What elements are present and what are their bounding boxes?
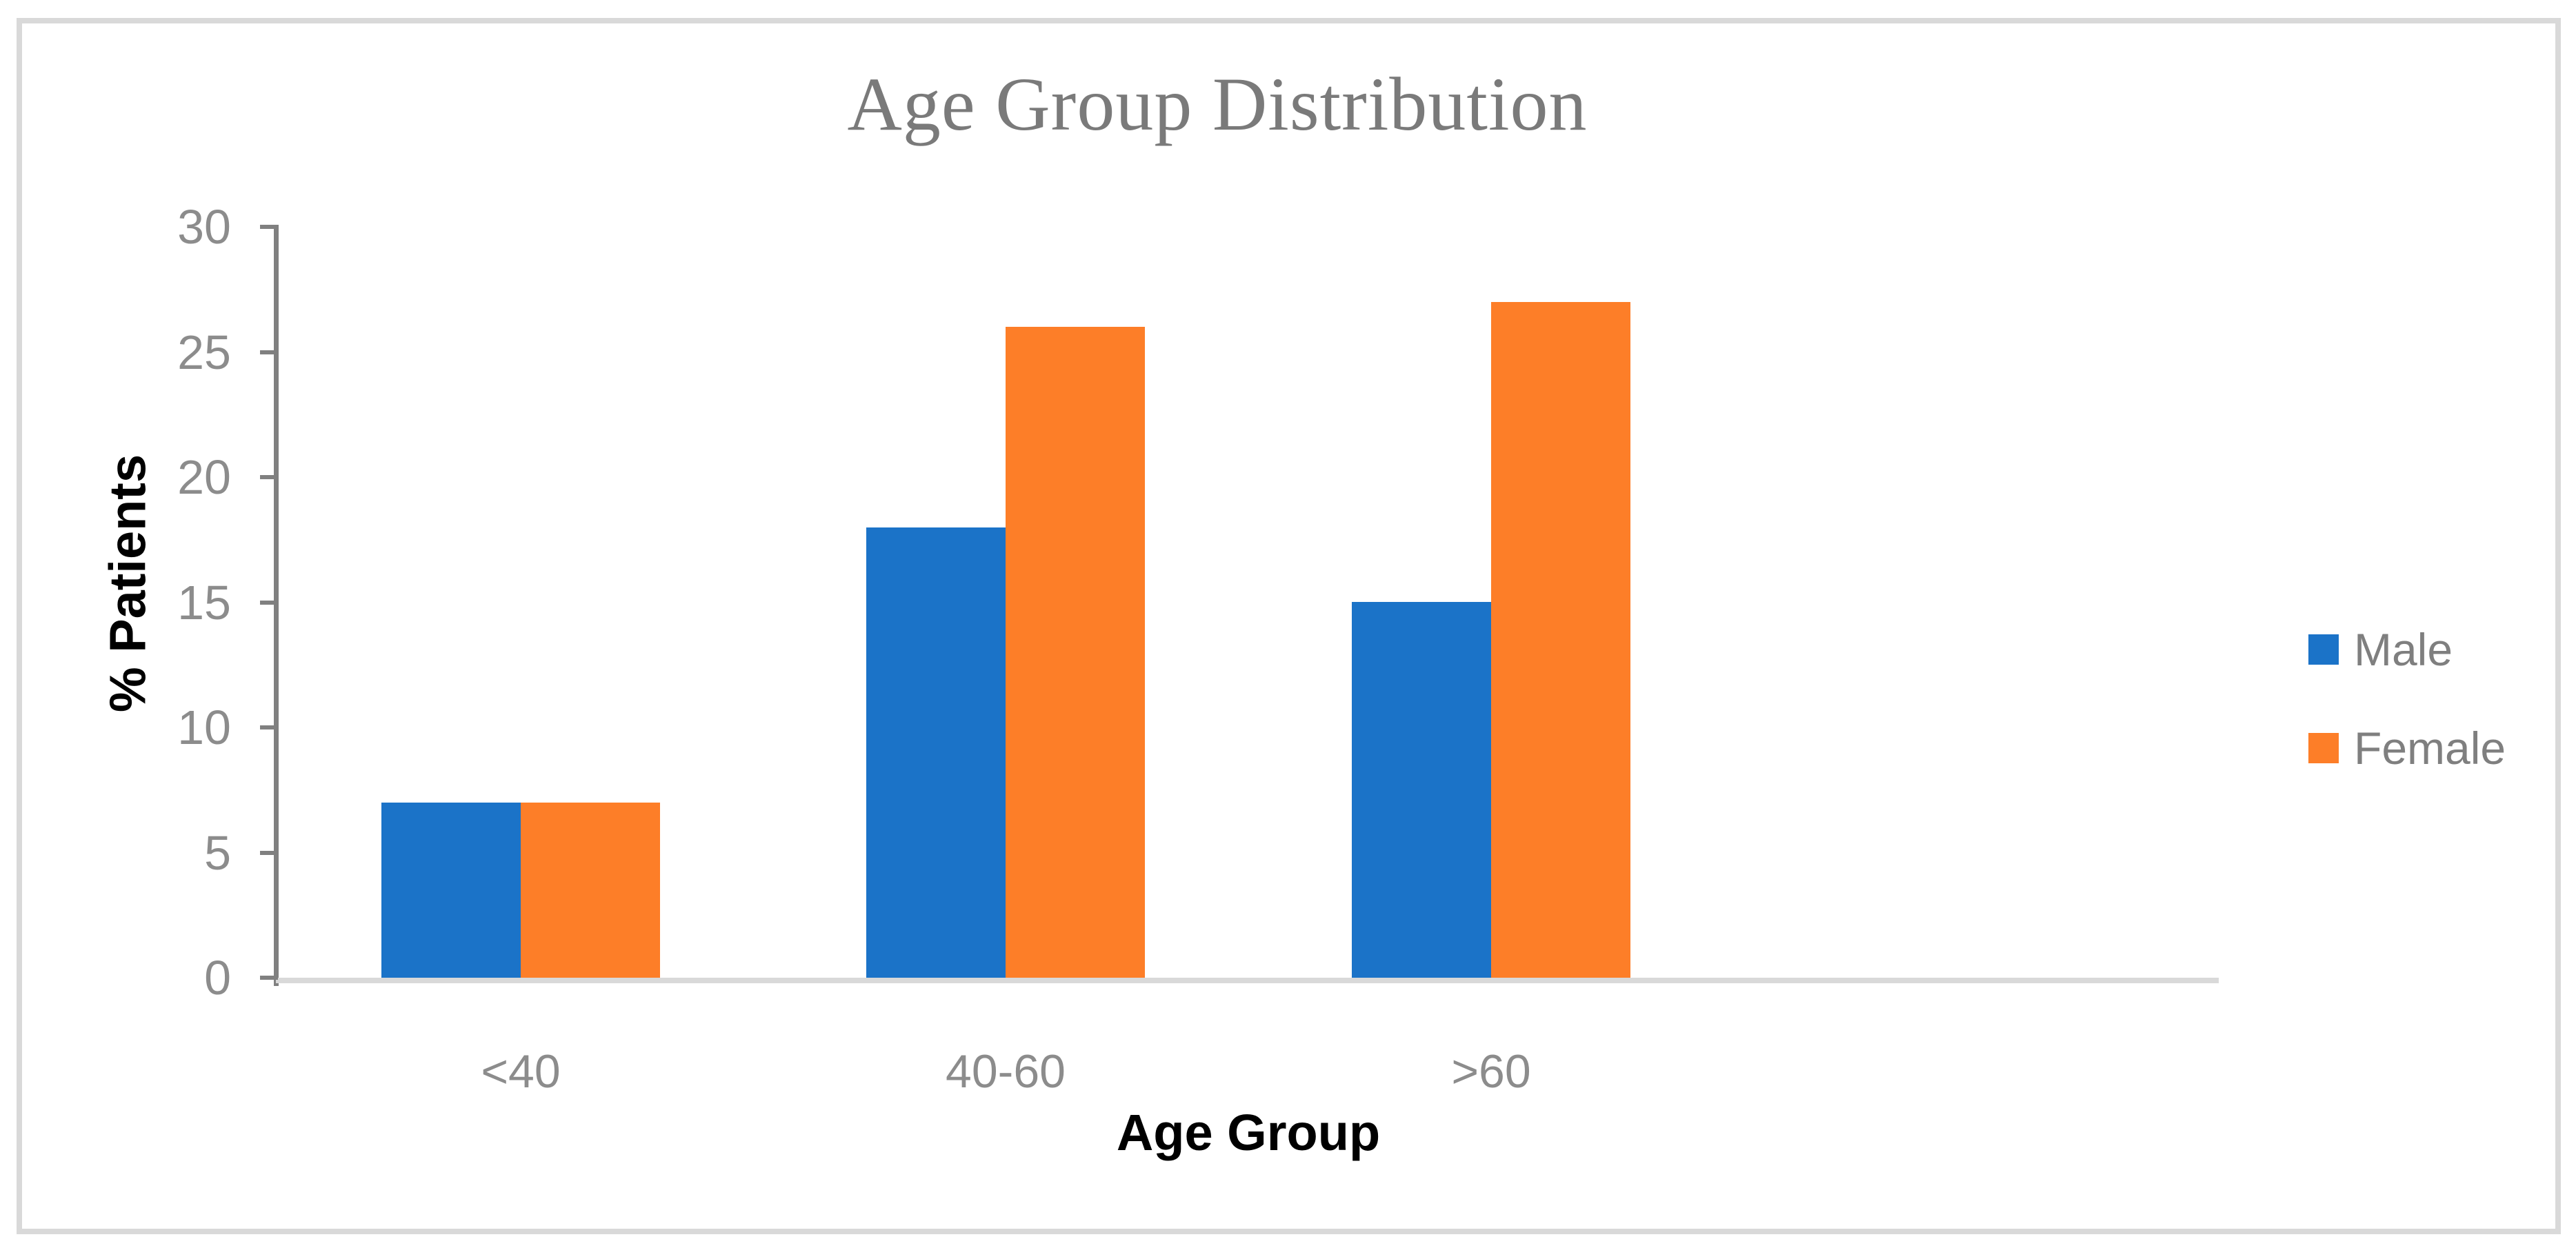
y-tick-label: 30	[177, 200, 231, 254]
legend-swatch-icon	[2308, 733, 2339, 763]
y-tick-label: 25	[177, 325, 231, 379]
y-axis-line	[274, 225, 279, 986]
bar-female->60	[1491, 302, 1630, 978]
x-axis-title: Age Group	[1116, 1104, 1381, 1161]
y-tick-mark	[260, 600, 278, 605]
legend-label: Female	[2354, 723, 2506, 774]
legend-label: Male	[2354, 624, 2453, 675]
bar-male-40-60	[866, 527, 1006, 978]
chart-title: Age Group Distribution	[847, 62, 1588, 146]
y-tick-mark	[260, 475, 278, 479]
y-tick-label: 20	[177, 450, 231, 504]
legend-swatch-icon	[2308, 634, 2339, 665]
y-tick-mark	[260, 225, 278, 229]
legend-item-male: Male	[2308, 624, 2453, 675]
legend-item-female: Female	[2308, 723, 2506, 774]
bar-male-<40	[381, 803, 521, 978]
y-tick-label: 5	[204, 825, 231, 880]
y-tick-mark	[260, 976, 278, 980]
bar-male->60	[1352, 602, 1491, 978]
y-tick-label: 10	[177, 701, 231, 754]
x-axis-baseline	[276, 978, 2219, 983]
x-category-label: >60	[1451, 1045, 1531, 1098]
y-tick-label: 0	[204, 951, 231, 1005]
y-tick-mark	[260, 850, 278, 855]
y-tick-mark	[260, 725, 278, 729]
x-category-label: <40	[481, 1045, 561, 1098]
y-tick-label: 15	[177, 575, 231, 630]
chart-frame-border	[17, 18, 2561, 1234]
bar-female-<40	[521, 803, 660, 978]
bar-female-40-60	[1006, 327, 1145, 978]
y-tick-mark	[260, 350, 278, 354]
x-category-label: 40-60	[946, 1045, 1066, 1098]
